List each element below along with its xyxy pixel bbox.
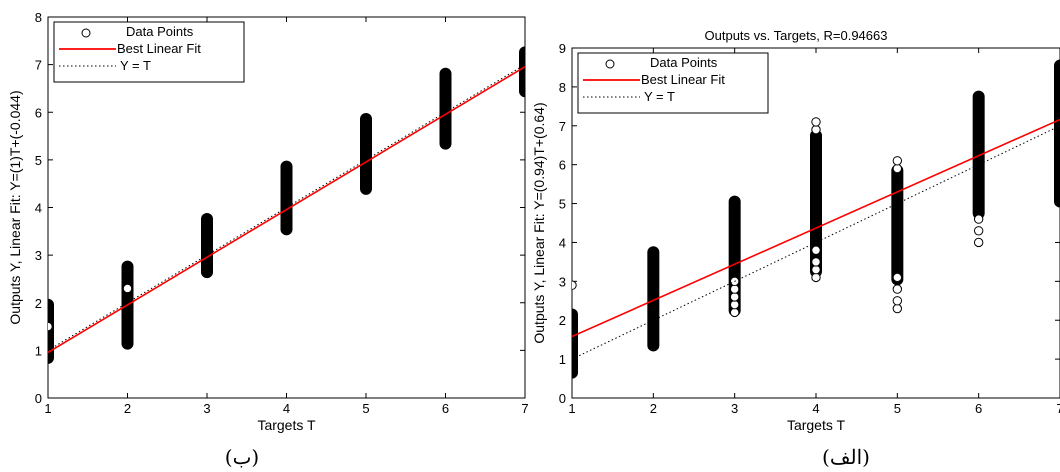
best-fit-line: [48, 66, 525, 354]
data-point: [729, 299, 740, 310]
plot-marks: [48, 46, 525, 364]
x-axis-label: Targets T: [787, 417, 846, 433]
legend-label: Best Linear Fit: [641, 72, 725, 87]
chart-caption: (الف): [822, 445, 870, 469]
data-point: [729, 307, 740, 318]
data-point: [892, 156, 903, 166]
y-axis-label: Outputs Y, Linear Fit: Y=(0.94)T+(0.64): [531, 102, 547, 343]
x-tick-label: 1: [568, 401, 575, 416]
data-point: [892, 303, 903, 314]
best-fit-line: [572, 118, 1060, 338]
data-point-cluster: [48, 298, 54, 364]
data-point: [811, 124, 821, 135]
y-tick-label: 2: [35, 296, 42, 311]
y-tick-label: 0: [35, 391, 42, 406]
y-tick-label: 8: [559, 80, 566, 95]
legend: Data Points Best Linear Fit Y = T: [53, 21, 245, 83]
legend-label: Y = T: [120, 58, 151, 73]
y-tick-label: 0: [559, 391, 566, 406]
legend-label: Y = T: [644, 89, 675, 104]
data-point-cluster: [572, 308, 578, 379]
legend-marker-icon: [605, 59, 615, 69]
y-tick-label: 6: [559, 158, 566, 173]
data-point: [892, 296, 903, 306]
data-point: [729, 284, 740, 294]
x-tick-label: 4: [283, 401, 290, 416]
data-point: [48, 321, 53, 332]
legend-marker-icon: [81, 28, 91, 38]
data-point: [811, 245, 821, 255]
y-tick-label: 3: [35, 248, 42, 263]
x-tick-label: 3: [203, 401, 210, 416]
data-point-cluster: [439, 67, 452, 150]
x-tick-label: 4: [812, 401, 819, 416]
y-tick-label: 7: [35, 58, 42, 73]
x-axis-label: Targets T: [257, 417, 316, 433]
x-tick-label: 5: [894, 401, 901, 416]
x-tick-label: 2: [124, 401, 131, 416]
data-point-cluster: [1054, 59, 1060, 208]
y-tick-label: 1: [559, 352, 566, 367]
x-tick-label: 3: [731, 401, 738, 416]
data-point: [572, 280, 577, 290]
y-tick-label: 7: [559, 119, 566, 134]
data-point-cluster: [891, 164, 904, 286]
legend: Data Points Best Linear Fit Y = T: [577, 52, 769, 114]
y-tick-label: 4: [559, 235, 566, 250]
legend-label: Data Points: [126, 24, 194, 39]
data-point: [973, 214, 984, 224]
identity-line: [48, 64, 525, 351]
data-point-cluster: [280, 160, 293, 236]
data-point-cluster: [519, 46, 525, 98]
x-tick-label: 5: [362, 401, 369, 416]
y-axis-label: Outputs Y, Linear Fit: Y=(1)T+(-0.044): [7, 90, 23, 324]
data-point: [892, 272, 903, 283]
data-point: [811, 272, 821, 283]
data-point: [811, 257, 821, 267]
data-point: [729, 292, 740, 302]
legend-label: Data Points: [650, 55, 718, 70]
data-point: [811, 264, 821, 275]
x-tick-label: 7: [1056, 401, 1060, 416]
data-point: [973, 237, 984, 248]
data-point-cluster: [647, 246, 660, 352]
x-tick-label: 2: [650, 401, 657, 416]
data-point-cluster: [360, 113, 372, 195]
y-tick-label: 5: [559, 197, 566, 212]
data-point: [811, 117, 821, 127]
plot-marks: [572, 59, 1060, 379]
y-tick-label: 2: [559, 313, 566, 328]
data-point-cluster: [201, 213, 213, 279]
data-point: [892, 284, 903, 294]
y-tick-label: 6: [35, 105, 42, 120]
y-tick-label: 4: [35, 201, 42, 216]
y-tick-label: 8: [35, 10, 42, 25]
x-tick-label: 1: [44, 401, 51, 416]
legend-label: Best Linear Fit: [117, 41, 201, 56]
x-tick-label: 7: [521, 401, 528, 416]
y-tick-label: 1: [35, 343, 42, 358]
x-tick-label: 6: [442, 401, 449, 416]
y-tick-label: 5: [35, 153, 42, 168]
data-point: [892, 163, 903, 174]
data-point-cluster: [810, 129, 822, 278]
y-tick-label: 3: [559, 274, 566, 289]
x-tick-label: 6: [975, 401, 982, 416]
data-point: [973, 226, 984, 236]
y-tick-label: 9: [559, 41, 566, 56]
chart-caption: (ب): [225, 445, 259, 469]
data-point: [122, 283, 133, 294]
chart-title: Outputs vs. Targets, R=0.94663: [705, 28, 888, 43]
